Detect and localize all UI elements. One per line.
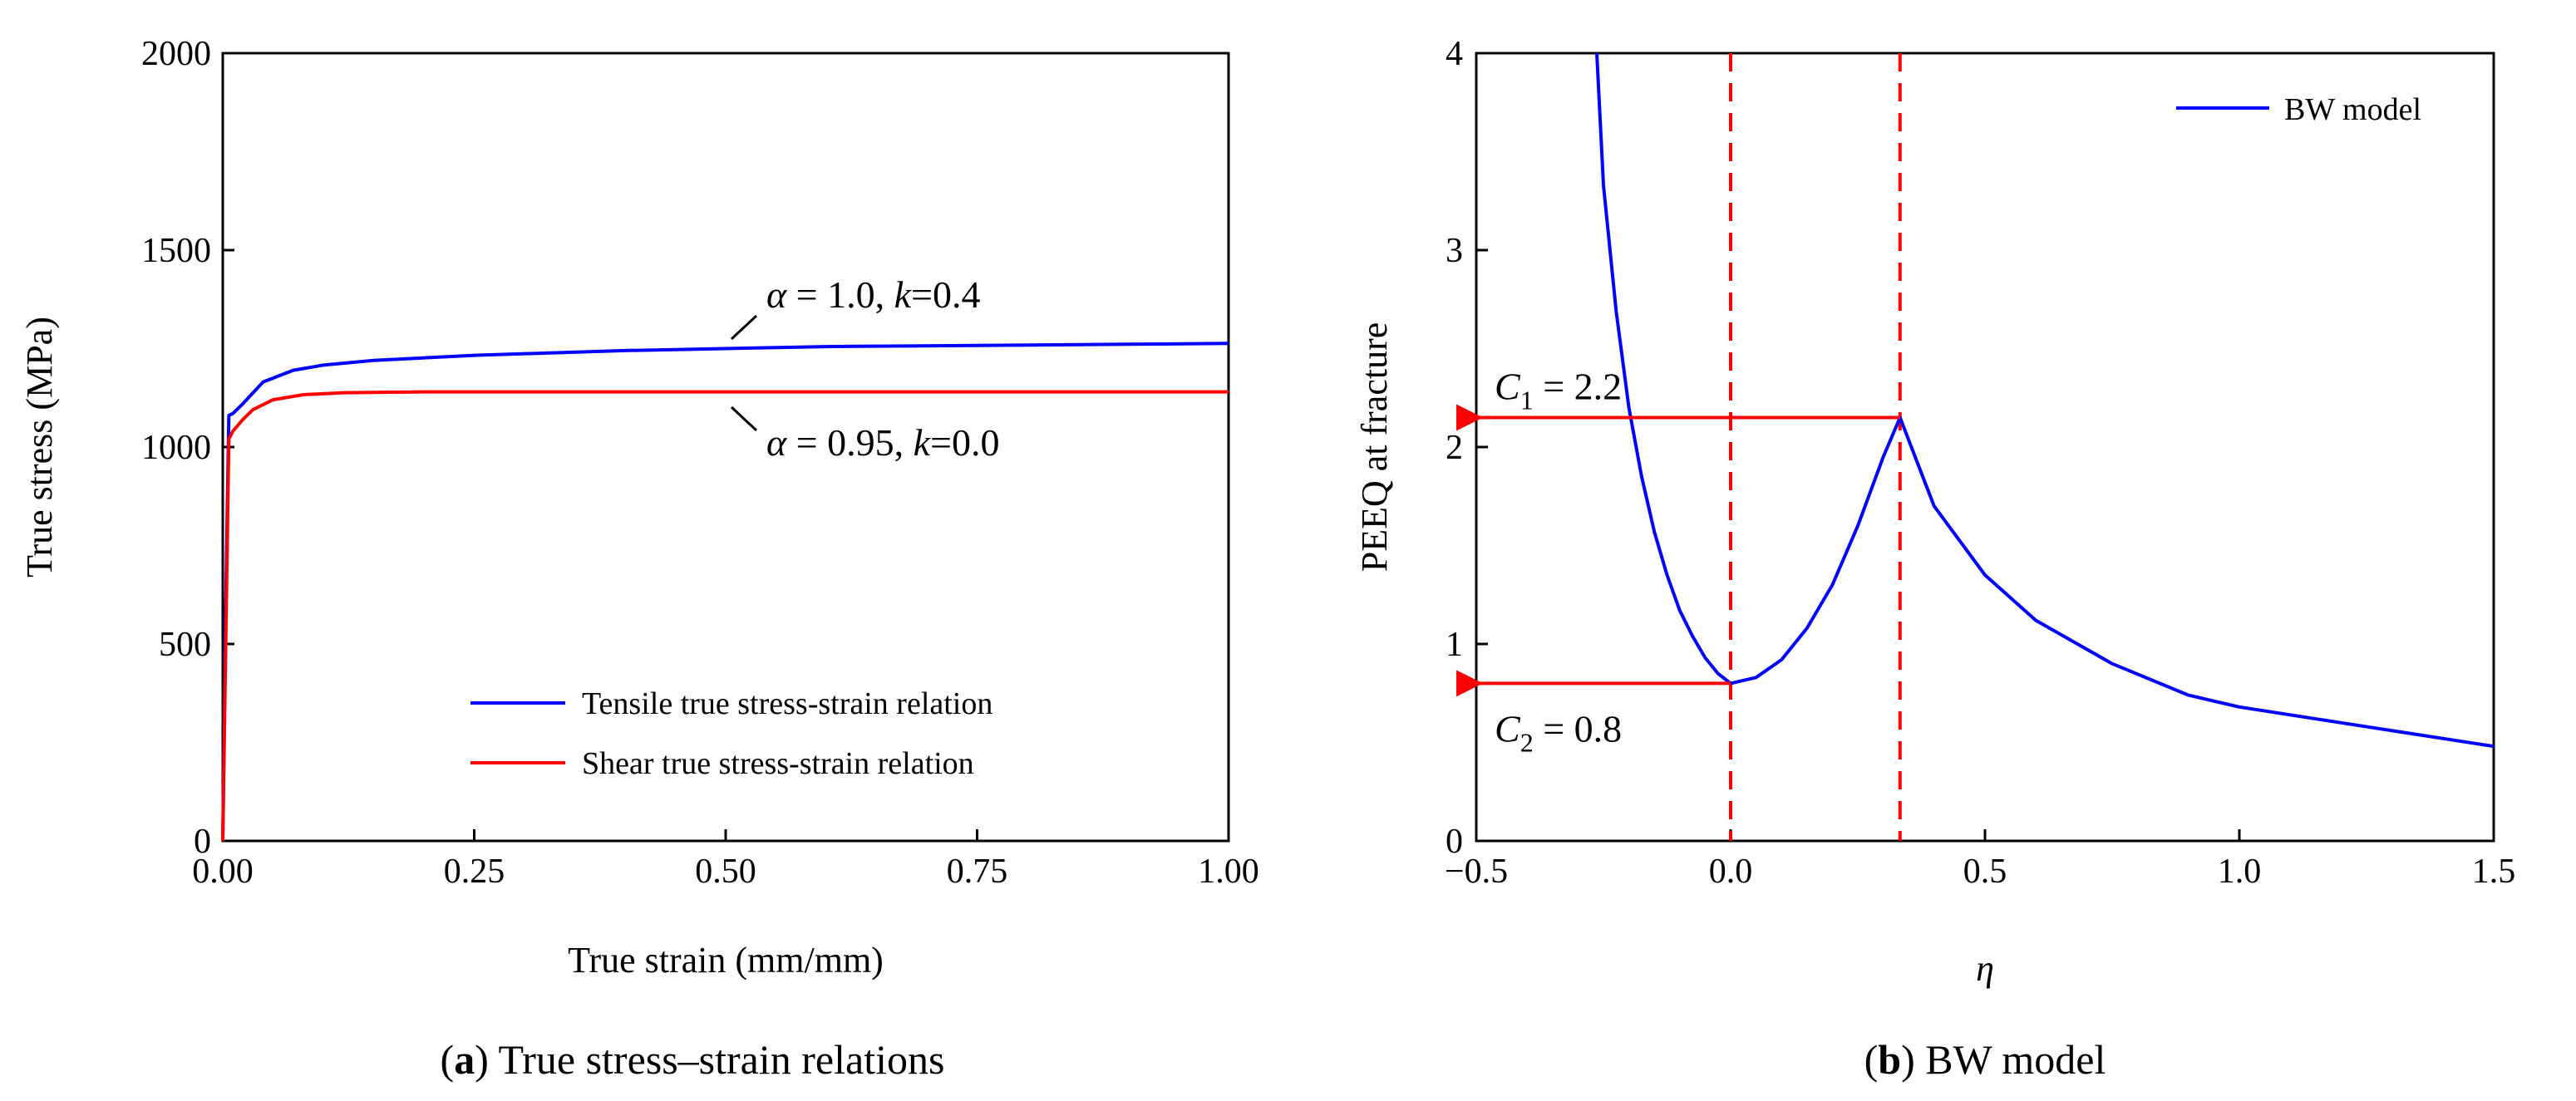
x-tick-label: 1.5 xyxy=(2472,853,2516,891)
x-tick-label: 1.00 xyxy=(1198,853,1259,891)
plot-frame xyxy=(221,52,1230,843)
tensile-annotation: α = 1.0, k=0.4 xyxy=(766,273,980,316)
y-tick-label: 3 xyxy=(1446,232,1463,270)
panel-b-caption: (b) BW model xyxy=(1864,1036,2106,1083)
x-tick-label: 0.5 xyxy=(1963,853,2007,891)
x-tick-label: 0.25 xyxy=(444,853,505,891)
x-tick-label: 0.75 xyxy=(947,853,1008,891)
legend-label: Shear true stress-strain relation xyxy=(582,746,974,781)
legend: Tensile true stress-strain relation Shear… xyxy=(470,686,992,781)
y-tick-label: 1500 xyxy=(141,232,211,270)
x-tick-label: 0.00 xyxy=(192,853,254,891)
x-tick-label: 1.0 xyxy=(2218,853,2262,891)
legend: BW model xyxy=(2176,92,2421,127)
x-tick-label: 0.0 xyxy=(1709,853,1753,891)
arrow-label-c2: C2 = 0.8 xyxy=(1495,707,1622,757)
y-tick-label: 2 xyxy=(1446,429,1463,467)
tensile-curve-line xyxy=(221,342,1229,842)
panel-b-bw-model-chart: −0.5 0.0 0.5 1.0 1.5 0 1 2 3 4 η PEEQ at fracture C1… xyxy=(1354,35,2515,1083)
y-tick-label: 2000 xyxy=(141,35,211,73)
x-axis-label: True strain (mm/mm) xyxy=(568,940,884,981)
y-tick-label: 1 xyxy=(1446,626,1463,664)
annotation-leader xyxy=(730,406,758,432)
y-tick-label: 0 xyxy=(194,823,211,861)
legend-label: Tensile true stress-strain relation xyxy=(582,686,992,721)
y-tick-label: 0 xyxy=(1446,823,1463,861)
shear-annotation: α = 0.95, k=0.0 xyxy=(766,421,999,464)
bw-model-curve-line xyxy=(1595,53,2494,749)
y-axis-label: True stress (MPa) xyxy=(19,317,60,578)
x-tick-label: 0.50 xyxy=(695,853,756,891)
annotation-leader xyxy=(730,314,758,341)
arrow-label-c1: C1 = 2.2 xyxy=(1495,365,1622,415)
x-tick-label: −0.5 xyxy=(1445,853,1508,891)
shear-curve-line xyxy=(221,390,1229,842)
y-tick-label: 1000 xyxy=(141,429,211,467)
y-tick-label: 500 xyxy=(159,626,211,664)
panel-a-caption: (a) True stress–strain relations xyxy=(441,1036,945,1083)
y-tick-label: 4 xyxy=(1446,35,1463,73)
legend-label: BW model xyxy=(2284,92,2421,127)
panel-a-stress-strain-chart: 0.00 0.25 0.50 0.75 1.00 0 500 1000 1500 2000 True… xyxy=(19,35,1259,1083)
x-axis-label: η xyxy=(1976,948,1994,989)
y-axis-label: PEEQ at fracture xyxy=(1354,322,1395,573)
